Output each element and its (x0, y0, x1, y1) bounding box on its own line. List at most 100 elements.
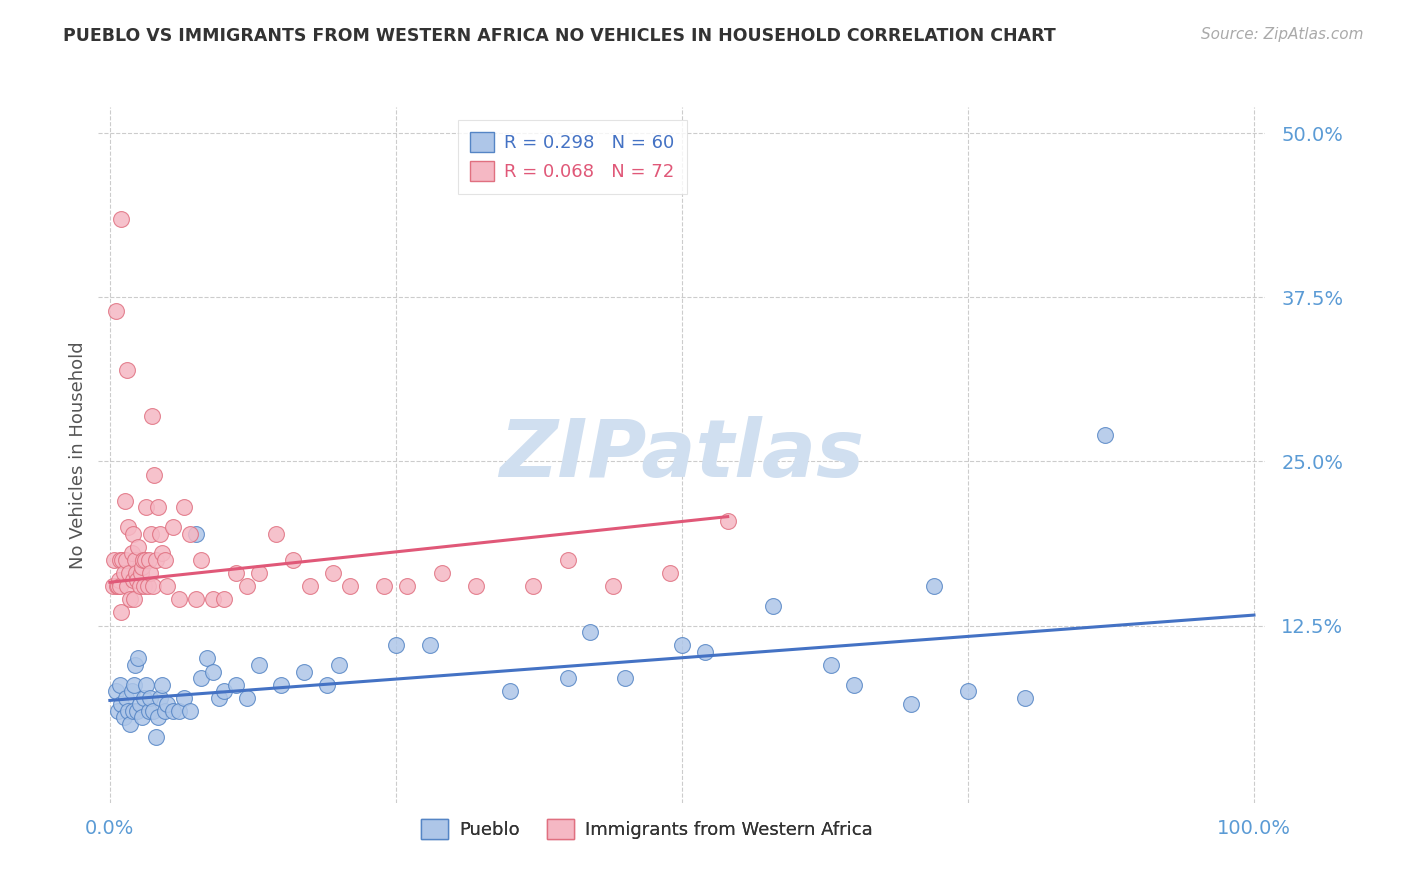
Point (602, 579, 624, 593)
Text: ZIPatlas: ZIPatlas (499, 416, 865, 494)
Point (145, 730, 167, 744)
Text: Source: ZipAtlas.com: Source: ZipAtlas.com (1201, 27, 1364, 42)
Point (105, 579, 128, 593)
Point (270, 678, 292, 692)
Point (117, 520, 139, 534)
Point (430, 566, 453, 580)
Point (122, 592, 145, 607)
Point (201, 592, 224, 607)
Point (122, 678, 145, 692)
Point (299, 579, 322, 593)
Point (108, 573, 131, 587)
Point (128, 579, 150, 593)
Point (396, 579, 419, 593)
Point (153, 553, 176, 567)
Point (842, 678, 865, 692)
Point (167, 592, 190, 607)
Point (207, 690, 229, 705)
Point (557, 553, 579, 567)
Point (141, 409, 163, 423)
Point (121, 684, 143, 698)
Point (134, 690, 156, 705)
Text: PUEBLO VS IMMIGRANTS FROM WESTERN AFRICA NO VEHICLES IN HOUSEHOLD CORRELATION CH: PUEBLO VS IMMIGRANTS FROM WESTERN AFRICA… (63, 27, 1056, 45)
Point (225, 566, 247, 580)
Point (108, 579, 131, 593)
Point (659, 566, 682, 580)
Point (922, 579, 945, 593)
Point (129, 566, 152, 580)
Point (112, 566, 135, 580)
Point (162, 704, 184, 718)
Point (115, 579, 138, 593)
Point (225, 678, 247, 692)
Point (128, 698, 150, 712)
Point (121, 704, 143, 718)
Point (236, 690, 259, 705)
Point (557, 671, 579, 685)
Point (152, 678, 174, 692)
Point (115, 690, 138, 705)
Point (190, 671, 212, 685)
Point (152, 546, 174, 560)
Point (127, 573, 149, 587)
Point (111, 553, 134, 567)
Point (373, 579, 395, 593)
Point (139, 566, 162, 580)
Point (214, 592, 236, 607)
Point (179, 704, 201, 718)
Point (179, 526, 201, 541)
Point (127, 704, 149, 718)
Point (124, 553, 146, 567)
Point (134, 579, 156, 593)
Point (124, 657, 146, 672)
Point (114, 494, 136, 508)
Point (103, 553, 125, 567)
Point (956, 684, 979, 698)
Point (671, 638, 693, 652)
Point (149, 690, 172, 705)
Point (142, 704, 165, 718)
Point (339, 579, 361, 593)
Point (145, 553, 167, 567)
Point (900, 698, 922, 712)
Point (143, 467, 166, 482)
Point (104, 303, 127, 318)
Point (184, 592, 207, 607)
Point (115, 553, 138, 567)
Point (693, 645, 716, 659)
Point (465, 579, 488, 593)
Point (162, 520, 184, 534)
Point (385, 638, 408, 652)
Point (110, 211, 132, 226)
Point (120, 717, 142, 731)
Point (613, 671, 636, 685)
Point (195, 651, 218, 665)
Point (121, 546, 143, 560)
Point (316, 678, 339, 692)
Point (419, 638, 441, 652)
Point (107, 704, 129, 718)
Point (1094, 428, 1116, 442)
Point (117, 704, 139, 718)
Point (135, 678, 157, 692)
Point (120, 592, 142, 607)
Point (156, 698, 179, 712)
Point (121, 526, 143, 541)
Point (247, 657, 270, 672)
Point (139, 526, 162, 541)
Point (112, 710, 135, 724)
Legend: Pueblo, Immigrants from Western Africa: Pueblo, Immigrants from Western Africa (413, 812, 880, 846)
Point (121, 573, 143, 587)
Point (118, 566, 141, 580)
Point (134, 553, 156, 567)
Point (107, 579, 129, 593)
Point (135, 500, 157, 515)
Point (762, 599, 785, 613)
Point (115, 362, 138, 376)
Point (127, 540, 149, 554)
Point (322, 566, 344, 580)
Point (820, 657, 842, 672)
Point (579, 625, 602, 640)
Point (173, 690, 195, 705)
Point (104, 684, 127, 698)
